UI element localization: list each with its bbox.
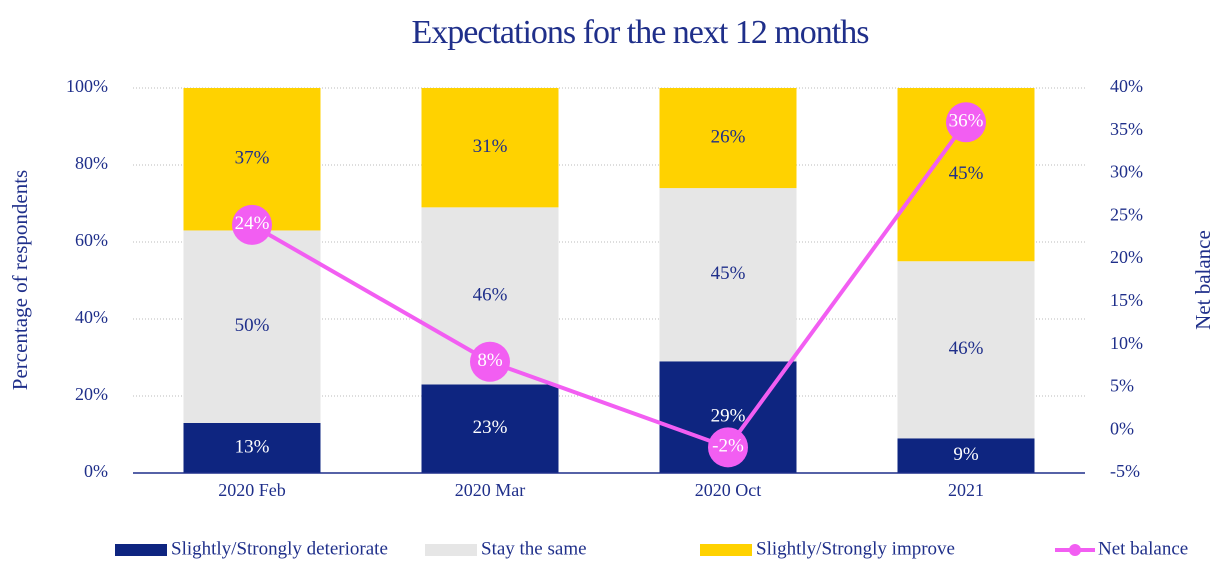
bar-label: 26% xyxy=(711,126,746,147)
y-tick-label: 80% xyxy=(75,153,108,173)
bar-label: 50% xyxy=(235,315,270,336)
bar-label: 37% xyxy=(235,148,270,169)
legend-label: Slightly/Strongly deteriorate xyxy=(171,538,388,559)
chart-title: Expectations for the next 12 months xyxy=(412,14,869,51)
bar-label: 31% xyxy=(473,136,508,157)
line-marker xyxy=(946,102,986,143)
y2-tick-label: 40% xyxy=(1110,76,1143,96)
bar-segment xyxy=(659,88,797,189)
line xyxy=(251,121,968,450)
legend-label: Slightly/Strongly improve xyxy=(756,538,955,559)
legend-label: Stay the same xyxy=(481,538,587,559)
bar-label: 29% xyxy=(711,406,746,427)
y-tick-label: 100% xyxy=(66,76,108,96)
line-marker xyxy=(708,427,748,468)
y-tick-label: 60% xyxy=(75,230,108,250)
y2-tick-label: 25% xyxy=(1110,204,1143,224)
y-axis-label: Percentage of respondents xyxy=(8,170,32,390)
legend-swatch xyxy=(425,544,477,556)
bar-segment xyxy=(183,422,321,473)
line-marker xyxy=(470,341,510,382)
y2-tick-label: 5% xyxy=(1110,376,1134,396)
y-tick-label: 40% xyxy=(75,307,108,327)
legend-swatch xyxy=(700,544,752,556)
bar-label: 13% xyxy=(235,436,270,457)
bar-segment xyxy=(421,88,559,208)
bar-segment xyxy=(897,261,1035,439)
bar-label: 46% xyxy=(473,284,508,305)
line-marker xyxy=(232,204,272,245)
y2-tick-label: 0% xyxy=(1110,418,1134,438)
legend-marker xyxy=(1069,544,1081,556)
y-tick-label: 20% xyxy=(75,384,108,404)
line-label: -2% xyxy=(712,436,744,457)
y2-tick-label: 30% xyxy=(1110,162,1143,182)
bar-label: 46% xyxy=(949,338,984,359)
y2-tick-label: 20% xyxy=(1110,247,1143,267)
y2-tick-label: 15% xyxy=(1110,290,1143,310)
x-tick-label: 2021 xyxy=(948,480,984,500)
x-tick-label: 2020 Feb xyxy=(218,480,286,500)
bar-segment xyxy=(659,188,797,362)
bar-segment xyxy=(421,384,559,473)
x-tick-label: 2020 Mar xyxy=(455,480,526,500)
y-tick-label: 0% xyxy=(84,461,108,481)
bar-label: 23% xyxy=(473,417,508,438)
bar-segment xyxy=(897,438,1035,473)
y2-tick-label: 10% xyxy=(1110,333,1143,353)
bar-label: 45% xyxy=(711,263,746,284)
y2-axis-label: Net balance xyxy=(1191,230,1215,330)
line-label: 8% xyxy=(477,350,503,371)
bar-segment xyxy=(183,230,321,423)
line-label: 24% xyxy=(235,213,270,234)
line-label: 36% xyxy=(949,111,984,132)
bar-label: 9% xyxy=(953,444,979,465)
x-tick-label: 2020 Oct xyxy=(695,480,762,500)
legend-swatch xyxy=(115,544,167,556)
bar-label: 45% xyxy=(949,163,984,184)
y2-tick-label: -5% xyxy=(1110,461,1140,481)
y2-tick-label: 35% xyxy=(1110,119,1143,139)
legend-label: Net balance xyxy=(1098,538,1188,559)
